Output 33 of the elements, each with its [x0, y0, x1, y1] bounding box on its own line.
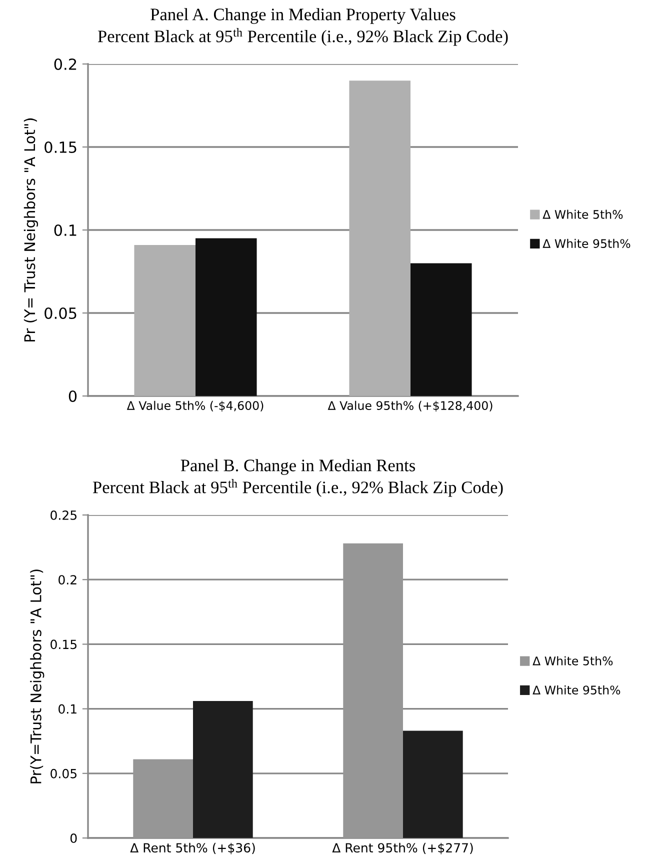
x-tick-label: Δ Value 95th% (+$128,400): [328, 400, 492, 412]
y-tick-label: 0.05: [50, 768, 76, 778]
bar: [410, 263, 472, 396]
y-tick-label: 0.05: [44, 307, 76, 320]
bar: [343, 543, 403, 838]
chart-title: Panel A. Change in Median Property Values: [150, 8, 456, 24]
bar: [349, 80, 410, 396]
legend-label: Δ White 95th%: [532, 685, 620, 694]
y-tick-label: 0.15: [44, 141, 76, 154]
y-tick-label: 0.15: [50, 640, 76, 650]
bar: [196, 238, 257, 396]
chart-subtitle: Percent Black at 95$^{th}$ Percentile (i.e., 92% Black Zip Code): [92, 479, 503, 497]
x-tick-label: Δ Rent 5th% (+$36): [130, 842, 255, 854]
y-tick-label: 0.1: [58, 704, 76, 714]
chart-title: Panel B. Change in Median Rents: [180, 459, 416, 475]
legend-label: Δ White 5th%: [542, 210, 623, 219]
bar: [133, 759, 193, 838]
y-axis-title: Pr(Y=Trust Neighbors "A Lot"): [30, 570, 44, 784]
bar: [403, 730, 463, 838]
chart-subtitle: Percent Black at 95$^{th}$ Percentile (i.e., 92% Black Zip Code): [98, 28, 508, 46]
bar: [134, 244, 196, 396]
bar: [193, 701, 253, 838]
y-tick-label: 0: [70, 833, 77, 843]
y-tick-label: 0.2: [54, 58, 76, 70]
y-tick-label: 0.1: [54, 224, 76, 236]
x-tick-label: Δ Value 5th% (-$4,600): [126, 400, 264, 412]
legend-label: Δ White 95th%: [542, 238, 630, 248]
y-tick-label: 0.2: [58, 575, 76, 585]
legend-label: Δ White 5th%: [532, 656, 613, 666]
y-tick-label: 0: [68, 390, 77, 402]
y-axis-title: Pr (Y= Trust Neighbors "A Lot"): [24, 118, 38, 342]
x-tick-label: Δ Rent 95th% (+$277): [332, 842, 473, 854]
y-tick-label: 0.25: [50, 510, 76, 520]
